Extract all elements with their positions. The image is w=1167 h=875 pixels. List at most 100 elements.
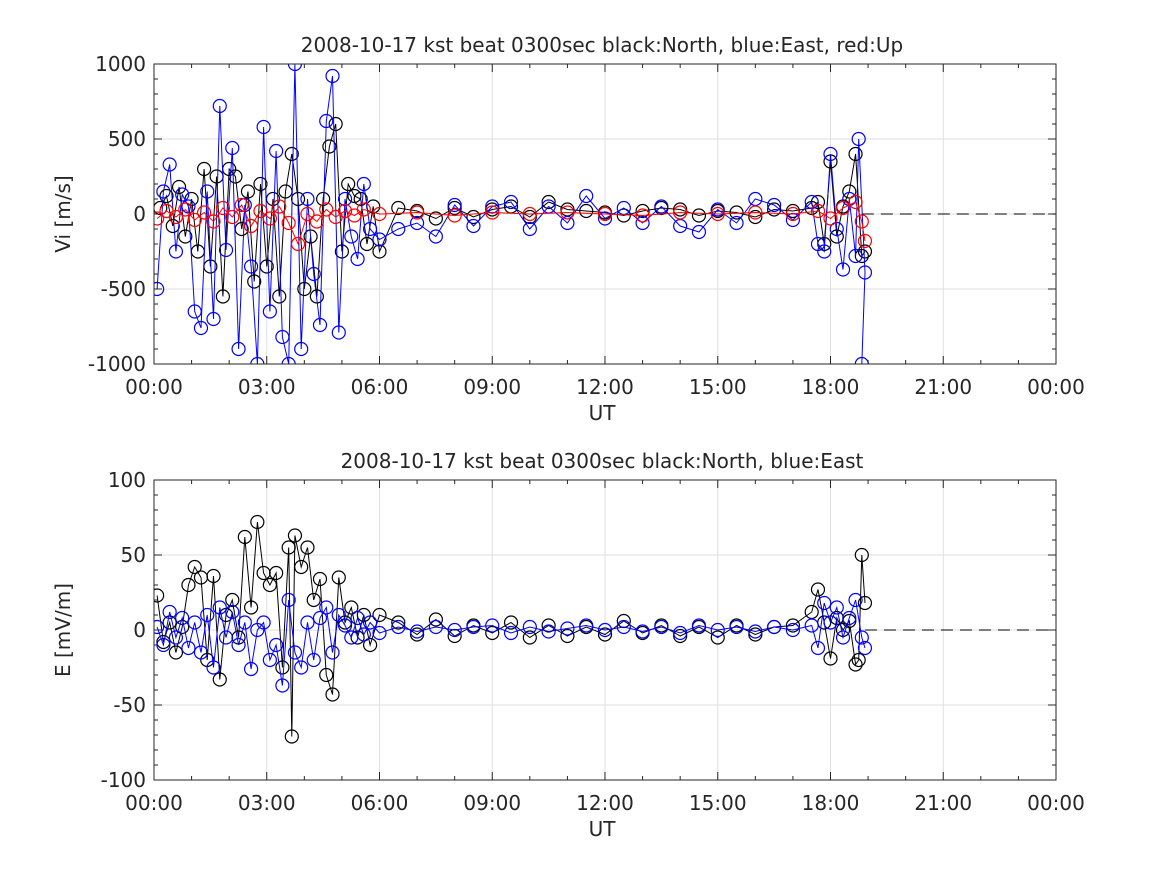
data-point-north <box>206 568 221 584</box>
data-point-east <box>466 218 481 234</box>
data-point-up <box>409 205 425 220</box>
x-tick-label: 00:00 <box>125 375 183 399</box>
data-point-east <box>306 266 321 282</box>
data-point-east <box>218 630 234 645</box>
data-point-north <box>237 529 252 545</box>
data-point-north <box>635 203 650 219</box>
data-point-east <box>281 592 296 608</box>
data-point-north <box>848 146 863 162</box>
data-point-east <box>187 615 202 630</box>
x-tick-label: 00:00 <box>1027 791 1085 815</box>
data-point-north <box>171 179 187 195</box>
data-point-east <box>200 184 215 199</box>
data-point-east <box>409 215 425 231</box>
data-point-east <box>269 637 284 653</box>
velocity-panel-title: 2008-10-17 kst beat 0300sec black:North,… <box>301 33 903 57</box>
data-point-north <box>225 592 240 608</box>
data-point-north <box>767 202 782 217</box>
data-point-up <box>272 199 287 214</box>
data-point-east <box>835 262 851 277</box>
data-point-east <box>541 624 556 639</box>
data-point-east <box>156 637 171 653</box>
data-point-east <box>829 600 844 615</box>
data-point-east <box>356 176 371 192</box>
data-point-north <box>165 218 180 234</box>
data-point-east <box>372 232 387 247</box>
data-point-up <box>243 218 259 234</box>
data-point-north <box>175 619 190 635</box>
y-tick-label: -1000 <box>88 352 146 376</box>
data-point-north <box>154 588 165 603</box>
data-point-east <box>300 191 315 207</box>
y-tick-label: -50 <box>113 693 146 717</box>
data-point-east <box>243 259 259 274</box>
data-point-up <box>447 208 462 223</box>
x-tick-label: 12:00 <box>576 791 634 815</box>
data-point-up <box>309 214 324 229</box>
data-point-north <box>284 729 299 744</box>
data-point-east <box>356 627 371 642</box>
data-point-up <box>485 205 500 220</box>
y-tick-label: 50 <box>121 543 146 567</box>
data-point-east <box>325 645 340 660</box>
y-tick-label: -500 <box>101 277 146 301</box>
data-point-up <box>215 200 231 216</box>
data-point-east <box>237 615 252 630</box>
data-point-east <box>206 311 221 327</box>
data-point-up <box>197 205 212 220</box>
data-point-north <box>842 184 857 199</box>
data-point-east <box>154 281 165 297</box>
data-point-north <box>710 630 725 645</box>
data-point-east <box>428 229 443 244</box>
x-tick-label: 15:00 <box>689 375 747 399</box>
data-point-east <box>409 624 425 639</box>
data-point-east <box>294 660 309 675</box>
data-point-north <box>466 209 481 225</box>
data-point-east <box>857 265 873 280</box>
data-point-north <box>857 595 873 611</box>
data-point-north <box>159 188 174 204</box>
data-point-north <box>848 657 863 672</box>
x-tick-label: 06:00 <box>351 791 409 815</box>
data-point-up <box>673 205 688 220</box>
y-tick-label: 100 <box>108 468 146 492</box>
data-point-north <box>316 191 331 207</box>
data-point-east <box>363 221 378 237</box>
x-tick-label: 21:00 <box>914 375 972 399</box>
data-point-east <box>363 615 378 630</box>
x-tick-label: 03:00 <box>238 791 296 815</box>
data-point-east <box>597 622 613 638</box>
data-point-east <box>391 619 406 635</box>
data-point-east <box>522 619 537 635</box>
data-point-east <box>823 146 838 162</box>
data-point-east <box>287 645 303 660</box>
data-point-east <box>193 645 209 660</box>
data-point-east <box>372 625 387 641</box>
data-point-north <box>363 637 378 653</box>
data-point-up <box>597 206 613 222</box>
data-point-east <box>331 325 346 340</box>
data-point-east <box>225 604 240 620</box>
data-point-north <box>748 627 763 642</box>
data-point-north <box>212 672 227 687</box>
data-point-north <box>409 627 425 642</box>
data-point-north <box>162 615 177 630</box>
data-point-north <box>359 236 375 252</box>
y-tick-label: 0 <box>133 618 146 642</box>
velocity-panel-xlabel: UT <box>589 401 617 425</box>
data-point-east <box>337 618 353 633</box>
data-point-east <box>854 356 869 364</box>
y-tick-label: 1000 <box>95 52 146 76</box>
data-point-up <box>356 202 371 217</box>
data-point-north <box>253 176 268 192</box>
data-point-east <box>175 610 190 626</box>
efield-panel-title: 2008-10-17 kst beat 0300sec black:North,… <box>341 449 864 473</box>
data-point-east <box>579 618 594 633</box>
data-point-up <box>187 212 202 228</box>
x-tick-label: 15:00 <box>689 791 747 815</box>
data-point-east <box>281 356 296 364</box>
data-point-east <box>294 341 309 357</box>
data-point-north <box>372 244 387 259</box>
data-point-east <box>193 320 209 336</box>
data-point-east <box>319 113 334 129</box>
